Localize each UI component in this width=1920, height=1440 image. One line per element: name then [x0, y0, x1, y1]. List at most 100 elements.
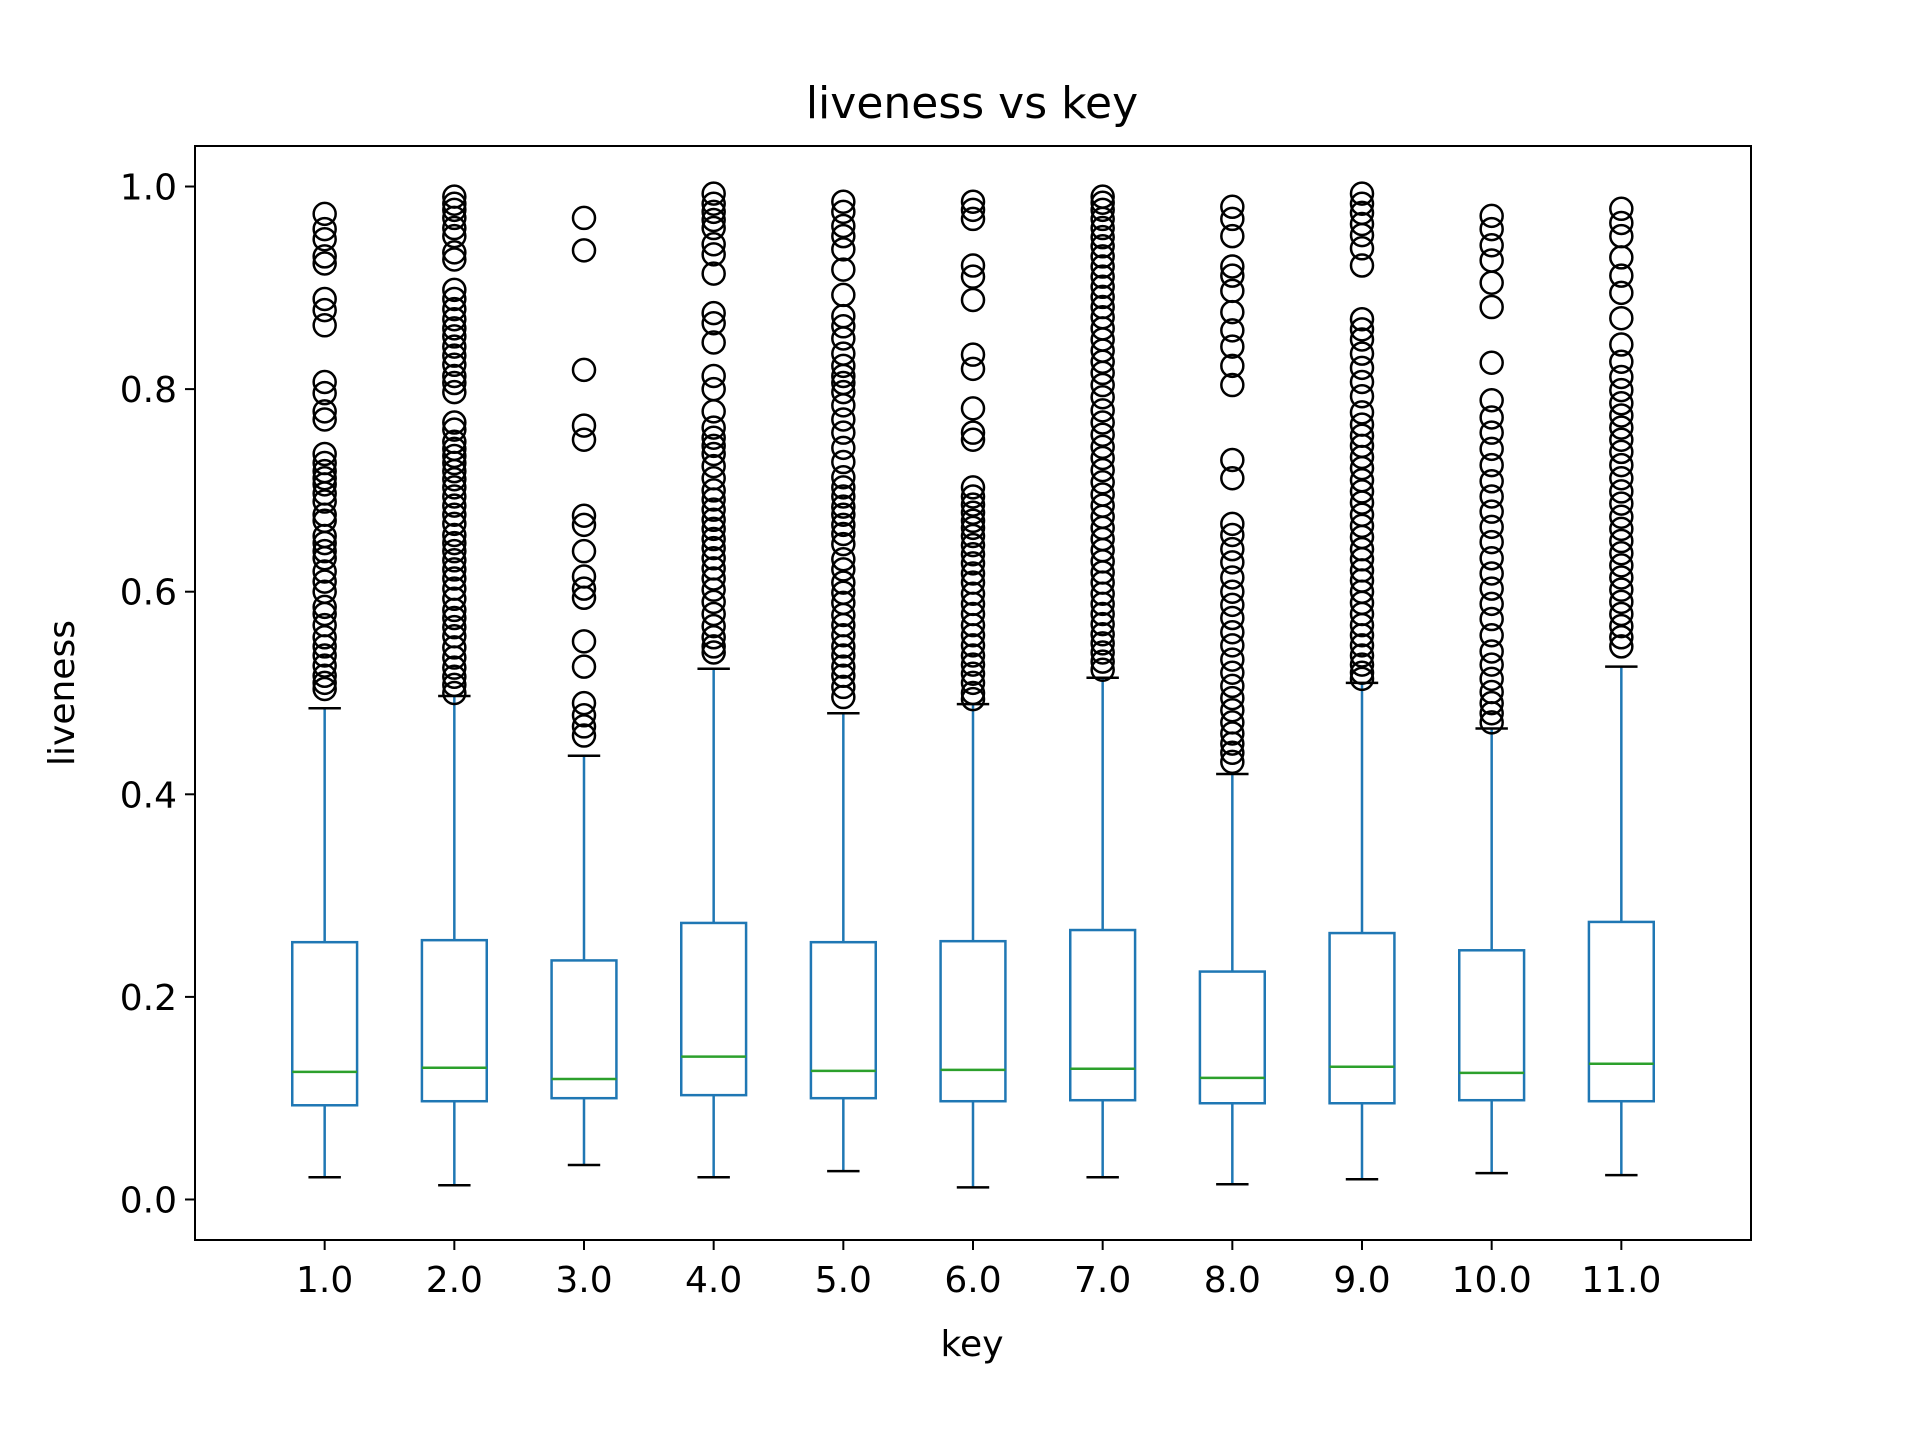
- box-group: [809, 189, 878, 1173]
- outlier-point: [1090, 434, 1115, 460]
- outlier-point: [960, 197, 986, 223]
- outlier-point: [960, 561, 986, 586]
- outlier-point: [442, 370, 467, 396]
- outlier-point: [571, 723, 597, 748]
- outlier-point: [312, 216, 337, 242]
- outlier-point: [442, 324, 467, 349]
- outlier-point: [1479, 666, 1504, 692]
- outlier-point: [1090, 445, 1115, 471]
- outlier-point: [1090, 360, 1115, 386]
- outlier-point: [1090, 621, 1115, 647]
- outlier-point: [1220, 647, 1245, 672]
- outlier-point: [1090, 591, 1115, 617]
- box-group: [550, 205, 618, 1167]
- outlier-point: [1479, 591, 1504, 617]
- outlier-point: [571, 413, 597, 438]
- outlier-point: [701, 330, 726, 355]
- outlier-point: [571, 585, 597, 611]
- outlier-point: [831, 521, 856, 547]
- outlier-point: [442, 614, 467, 640]
- x-axis-label: key: [940, 1324, 1003, 1365]
- outlier-point: [701, 261, 726, 286]
- outlier-point: [442, 566, 467, 591]
- outlier-point: [442, 352, 467, 378]
- outlier-point: [960, 492, 986, 517]
- outlier-point: [1090, 640, 1115, 665]
- outlier-point: [960, 287, 986, 313]
- outlier-point: [831, 557, 856, 582]
- outlier-point: [312, 625, 337, 650]
- outlier-point: [1220, 660, 1245, 685]
- x-tick-label: 5.0: [815, 1260, 872, 1301]
- outlier-point: [701, 399, 726, 424]
- outlier-point: [312, 251, 337, 276]
- outlier-point: [1479, 652, 1504, 677]
- outlier-point: [1479, 436, 1504, 462]
- outlier-point: [442, 215, 467, 241]
- outlier-point: [701, 507, 726, 533]
- outlier-point: [1349, 666, 1375, 692]
- x-tick-label: 1.0: [296, 1260, 353, 1301]
- box-group: [1587, 196, 1655, 1177]
- outlier-point: [960, 612, 986, 638]
- outlier-point: [312, 634, 337, 659]
- outlier-point: [1479, 561, 1504, 586]
- outlier-point: [1479, 701, 1504, 726]
- y-axis: 0.0 0.2 0.4 0.6 0.8 1.0: [120, 168, 195, 1221]
- outlier-point: [960, 633, 986, 658]
- outlier-point: [831, 531, 856, 557]
- outlier-point: [571, 703, 597, 728]
- outlier-point: [1220, 334, 1245, 359]
- outlier-point: [1479, 350, 1504, 376]
- outlier-point: [701, 425, 726, 450]
- outlier-point: [571, 238, 597, 263]
- outlier-point: [960, 484, 986, 509]
- outlier-point: [701, 207, 726, 233]
- outlier-point: [1609, 601, 1634, 627]
- outlier-point: [1349, 400, 1375, 425]
- outlier-point: [1220, 206, 1245, 232]
- outlier-point: [1090, 422, 1115, 447]
- outlier-point: [442, 493, 467, 518]
- outlier-point: [1609, 540, 1634, 566]
- outlier-point: [1349, 479, 1375, 504]
- outlier-point: [960, 356, 986, 382]
- outlier-point: [1090, 215, 1115, 241]
- outlier-point: [442, 586, 467, 612]
- outlier-point: [831, 363, 856, 389]
- outlier-point: [442, 450, 467, 476]
- outlier-point: [1349, 327, 1375, 352]
- outlier-point: [960, 500, 986, 525]
- box-iqr: [1198, 970, 1266, 1105]
- box-group: [1328, 181, 1396, 1181]
- outlier-point: [1349, 455, 1375, 481]
- outlier-point: [1609, 377, 1634, 403]
- y-tick-label: 0.8: [120, 370, 177, 411]
- outlier-point: [831, 326, 856, 351]
- outlier-point: [442, 205, 467, 231]
- outlier-point: [312, 286, 337, 312]
- outlier-point: [442, 240, 467, 265]
- outlier-point: [701, 535, 726, 561]
- outlier-point: [831, 257, 856, 282]
- x-tick-label: 4.0: [685, 1260, 742, 1301]
- outlier-point: [1349, 355, 1375, 381]
- chart-title: liveness vs key: [806, 78, 1138, 129]
- outlier-point: [960, 508, 986, 534]
- outlier-point: [1609, 349, 1634, 375]
- outlier-point: [831, 199, 856, 225]
- box-iqr: [939, 939, 1007, 1103]
- outlier-point: [1090, 190, 1115, 215]
- outlier-point: [1090, 224, 1115, 250]
- outlier-point: [701, 546, 726, 571]
- outlier-point: [1609, 415, 1634, 440]
- outlier-point: [1479, 388, 1504, 413]
- outlier-point: [1220, 372, 1245, 398]
- outlier-point: [1090, 581, 1115, 606]
- outlier-point: [831, 547, 856, 572]
- outlier-point: [960, 541, 986, 567]
- outlier-point: [1609, 516, 1634, 542]
- outlier-point: [1609, 466, 1634, 491]
- outlier-point: [1609, 491, 1634, 516]
- outlier-point: [701, 191, 726, 216]
